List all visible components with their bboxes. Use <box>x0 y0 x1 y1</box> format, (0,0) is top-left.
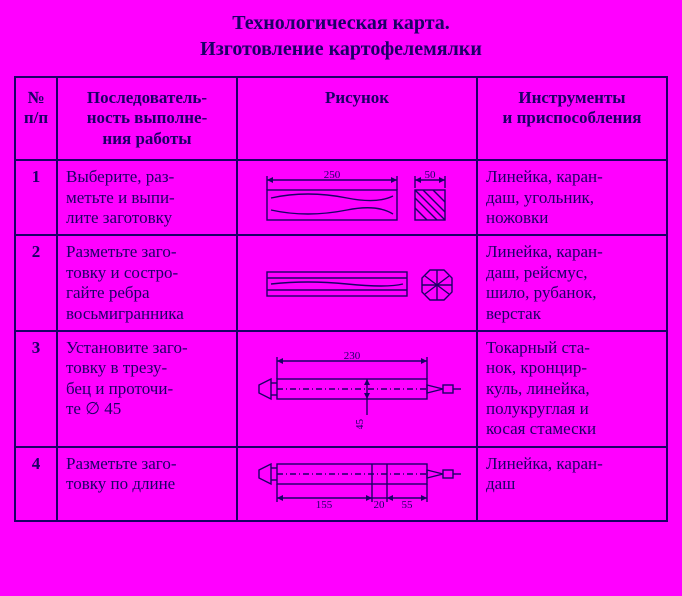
tech-table: №п/п Последователь-ность выполне-ния раб… <box>14 76 668 522</box>
cell-seq: Разметьте заго-товку по длине <box>57 447 237 521</box>
title: Технологическая карта. Изготовление карт… <box>14 10 668 62</box>
page: Технологическая карта. Изготовление карт… <box>0 0 682 532</box>
title-line-2: Изготовление картофелемялки <box>200 38 482 60</box>
cell-drawing: 230 <box>237 331 477 447</box>
header-tools: Инструментыи приспособления <box>477 77 667 160</box>
table-header-row: №п/п Последователь-ность выполне-ния раб… <box>15 77 667 160</box>
table-row: 3 Установите заго-товку в трезу-бец и пр… <box>15 331 667 447</box>
table-row: 1 Выберите, раз-метьте и выпи-лите загот… <box>15 160 667 235</box>
cell-seq: Разметьте заго-товку и состро-гайте ребр… <box>57 235 237 331</box>
cell-num: 3 <box>15 331 57 447</box>
cell-tools: Линейка, каран-даш, угольник,ножовки <box>477 160 667 235</box>
svg-text:50: 50 <box>425 169 437 181</box>
cell-seq: Выберите, раз-метьте и выпи-лите заготов… <box>57 160 237 235</box>
title-line-1: Технологическая карта. <box>232 12 450 34</box>
drawing-2 <box>247 258 467 308</box>
svg-text:250: 250 <box>324 169 341 181</box>
drawing-1: 250 50 <box>247 168 467 228</box>
drawing-3: 230 <box>247 349 467 429</box>
cell-tools: Линейка, каран-даш, рейсмус,шило, рубано… <box>477 235 667 331</box>
cell-seq: Установите заго-товку в трезу-бец и прот… <box>57 331 237 447</box>
cell-num: 4 <box>15 447 57 521</box>
svg-text:155: 155 <box>316 499 333 511</box>
drawing-4: 155 20 55 <box>247 454 467 514</box>
header-drawing: Рисунок <box>237 77 477 160</box>
table-row: 2 Разметьте заго-товку и состро-гайте ре… <box>15 235 667 331</box>
svg-text:∅45: ∅45 <box>354 418 366 428</box>
cell-drawing <box>237 235 477 331</box>
cell-tools: Линейка, каран-даш <box>477 447 667 521</box>
svg-text:55: 55 <box>402 499 414 511</box>
cell-tools: Токарный ста-нок, кронцир-куль, линейка,… <box>477 331 667 447</box>
cell-num: 2 <box>15 235 57 331</box>
header-num: №п/п <box>15 77 57 160</box>
cell-drawing: 250 50 <box>237 160 477 235</box>
table-row: 4 Разметьте заго-товку по длине <box>15 447 667 521</box>
cell-num: 1 <box>15 160 57 235</box>
svg-text:20: 20 <box>374 499 386 511</box>
svg-text:230: 230 <box>344 350 361 362</box>
header-seq: Последователь-ность выполне-ния работы <box>57 77 237 160</box>
cell-drawing: 155 20 55 <box>237 447 477 521</box>
